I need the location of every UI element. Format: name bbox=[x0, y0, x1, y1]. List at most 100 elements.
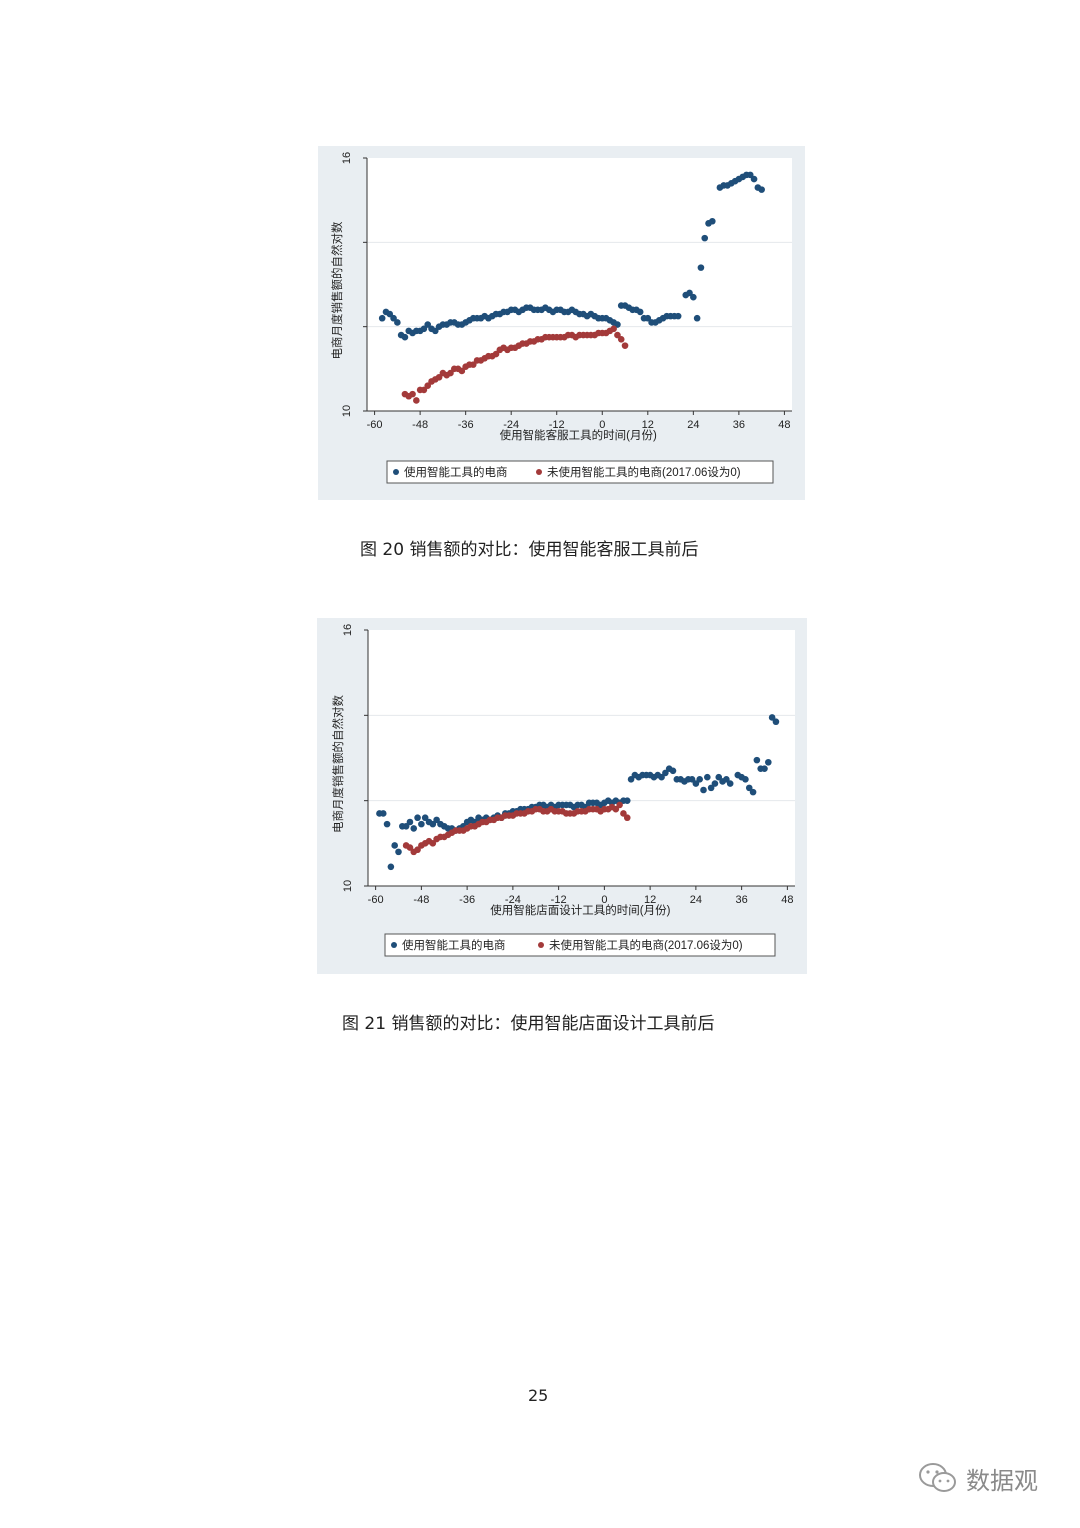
page-number: 25 bbox=[528, 1386, 549, 1405]
x-tick-label: 48 bbox=[781, 894, 793, 906]
data-point-unused bbox=[614, 331, 621, 339]
x-tick-label: 36 bbox=[736, 894, 748, 906]
plot-area bbox=[368, 630, 795, 886]
data-point-unused bbox=[435, 373, 443, 381]
y-tick-label: 16 bbox=[341, 152, 353, 164]
data-point-used bbox=[772, 718, 780, 726]
figure-20-caption: 图 20 销售额的对比：使用智能客服工具前后 bbox=[360, 540, 699, 560]
chart-21-svg: -60 -48 -36 -24 -12 0 12 24 36 48 10 16 电商月度销售额的自然对数… bbox=[331, 624, 795, 957]
data-point-used bbox=[387, 863, 395, 871]
data-point-used bbox=[768, 714, 776, 721]
data-point-used bbox=[726, 780, 734, 787]
data-point-unused bbox=[406, 844, 414, 851]
x-tick-label: -60 bbox=[368, 894, 384, 906]
data-point-used bbox=[410, 825, 418, 832]
figure-21-chart: -60 -48 -36 -24 -12 0 12 24 36 48 10 16 电商月度销售额的自然对数… bbox=[317, 618, 807, 974]
data-point-used bbox=[686, 289, 693, 297]
x-tick-label: -60 bbox=[367, 419, 383, 431]
x-tick-label: 0 bbox=[599, 419, 605, 431]
data-point-used bbox=[424, 321, 432, 328]
data-point-used bbox=[709, 217, 716, 225]
data-point-used bbox=[700, 786, 707, 794]
x-tick-label: 36 bbox=[733, 419, 745, 431]
x-tick-label: -24 bbox=[505, 894, 521, 906]
x-tick-label: 48 bbox=[778, 419, 790, 431]
data-point-used bbox=[758, 186, 765, 193]
data-point-unused bbox=[616, 801, 623, 809]
data-point-used bbox=[391, 842, 398, 849]
x-tick-label: -36 bbox=[458, 419, 474, 431]
x-tick-label: 24 bbox=[687, 419, 699, 431]
data-point-used bbox=[414, 814, 421, 822]
x-tick-label: -12 bbox=[549, 419, 565, 431]
data-point-unused bbox=[469, 361, 477, 368]
data-point-unused bbox=[409, 390, 416, 398]
data-point-used bbox=[623, 797, 631, 804]
data-point-unused bbox=[617, 336, 625, 343]
legend-marker-unused bbox=[538, 942, 544, 948]
legend-box bbox=[384, 933, 776, 957]
y-tick-label: 16 bbox=[342, 624, 354, 636]
data-point-used bbox=[662, 769, 669, 777]
y-axis-label: 电商月度销售额的自然对数 bbox=[331, 695, 345, 833]
x-tick-label: -24 bbox=[503, 419, 519, 431]
watermark: 数据观 bbox=[918, 1458, 1038, 1498]
data-point-used bbox=[627, 776, 635, 783]
data-point-used bbox=[402, 822, 410, 830]
data-point-unused bbox=[492, 350, 500, 358]
data-point-used bbox=[688, 776, 696, 783]
data-point-used bbox=[432, 327, 439, 335]
data-point-used bbox=[386, 310, 394, 318]
data-point-unused bbox=[623, 814, 631, 822]
data-point-used bbox=[707, 784, 715, 792]
data-point-unused bbox=[414, 846, 421, 854]
data-point-used bbox=[745, 784, 753, 792]
x-tick-label: 12 bbox=[642, 419, 654, 431]
data-point-used bbox=[746, 171, 754, 179]
legend-box bbox=[386, 460, 774, 484]
data-point-used bbox=[669, 767, 677, 775]
data-point-used bbox=[395, 848, 402, 856]
data-point-used bbox=[636, 308, 644, 316]
wechat-icon bbox=[919, 1463, 956, 1492]
data-point-used bbox=[696, 776, 703, 783]
watermark-text: 数据观 bbox=[966, 1466, 1038, 1495]
data-point-used bbox=[379, 810, 387, 817]
y-tick-label: 10 bbox=[342, 880, 354, 892]
data-point-unused bbox=[610, 325, 617, 333]
data-point-used bbox=[658, 773, 665, 781]
data-point-used bbox=[644, 314, 652, 322]
data-point-used bbox=[749, 788, 757, 796]
y-tick-label: 10 bbox=[341, 405, 353, 417]
data-point-used bbox=[433, 816, 440, 824]
data-point-used bbox=[750, 175, 758, 183]
x-tick-label: 24 bbox=[690, 894, 702, 906]
data-point-unused bbox=[621, 342, 629, 349]
legend-label-unused: 未使用智能工具的电商(2017.06设为0) bbox=[549, 938, 743, 952]
legend-marker-used bbox=[391, 942, 397, 948]
data-point-used bbox=[753, 756, 761, 764]
data-point-unused bbox=[413, 397, 420, 404]
plot-area bbox=[367, 158, 792, 411]
x-tick-label: -48 bbox=[412, 419, 428, 431]
y-axis-label: 电商月度销售额的自然对数 bbox=[330, 221, 344, 359]
data-point-used bbox=[697, 264, 705, 271]
x-tick-label: -48 bbox=[413, 894, 429, 906]
data-point-used bbox=[692, 780, 700, 787]
data-point-used bbox=[420, 325, 428, 333]
x-tick-label: -36 bbox=[459, 894, 475, 906]
data-point-used bbox=[614, 321, 621, 328]
data-point-used bbox=[765, 758, 772, 766]
legend-marker-unused bbox=[536, 469, 542, 475]
figure-20-chart: -60 -48 -36 -24 -12 0 12 24 36 48 10 16 电商月度销售额的自然对数… bbox=[318, 146, 805, 500]
data-point-used bbox=[742, 776, 749, 783]
x-axis-label: 使用智能客服工具的时间(月份) bbox=[500, 428, 657, 442]
data-point-used bbox=[674, 312, 682, 320]
data-point-used bbox=[429, 820, 437, 828]
data-point-used bbox=[715, 773, 723, 781]
data-point-used bbox=[711, 780, 719, 787]
x-axis-label: 使用智能店面设计工具的时间(月份) bbox=[490, 903, 670, 917]
x-tick-label: -12 bbox=[551, 894, 567, 906]
legend-label-used: 使用智能工具的电商 bbox=[404, 465, 508, 479]
data-point-used bbox=[693, 314, 701, 322]
